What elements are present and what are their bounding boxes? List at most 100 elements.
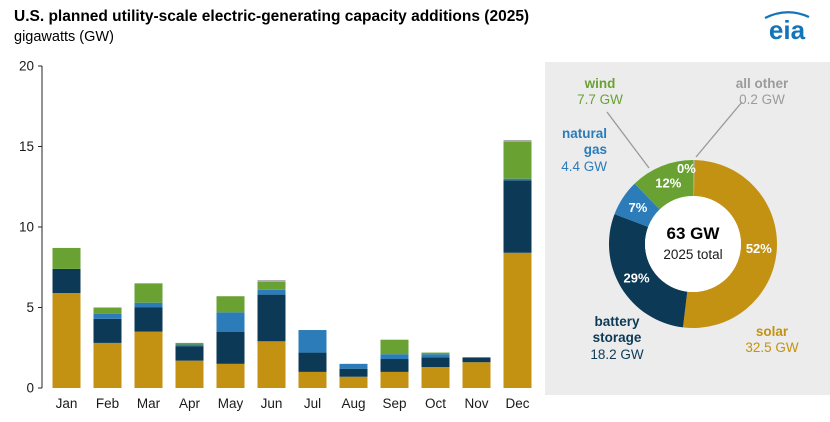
wind-label: wind 7.7 GW (555, 76, 645, 109)
bar-segment-all-other-Jun (257, 280, 286, 282)
donut-segment-solar (682, 160, 777, 328)
bar-segment-wind-Mar (134, 283, 163, 303)
bar-segment-wind-Jun (257, 281, 286, 290)
eia-logo-text: eia (769, 15, 806, 45)
bar-segment-natural-gas-May (216, 312, 245, 332)
x-axis-label-Jan: Jan (56, 396, 78, 411)
bar-segment-wind-Feb (93, 307, 122, 314)
solar-label: solar 32.5 GW (732, 324, 812, 357)
bar-segment-natural-gas-Jul (298, 330, 327, 353)
bar-segment-natural-gas-Apr (175, 344, 204, 347)
bar-segment-all-other-Dec (503, 140, 532, 142)
donut-center-total: 63 GW (666, 224, 720, 243)
bar-segment-battery-storage-Nov (462, 357, 491, 363)
y-axis-label: 20 (19, 59, 34, 74)
bar-segment-battery-storage-Jun (257, 294, 286, 342)
chart-title: U.S. planned utility-scale electric-gene… (14, 8, 530, 25)
donut-center-label: 63 GW 2025 total (633, 224, 753, 262)
bar-segment-wind-Jan (52, 247, 81, 269)
donut-pct-battery-storage: 29% (623, 271, 649, 286)
x-axis-label-Oct: Oct (425, 396, 446, 411)
donut-pct-natural-gas: 7% (629, 200, 648, 215)
natural-gas-label-value: 4.4 GW (561, 158, 607, 174)
bar-segment-solar-Jul (298, 371, 327, 388)
battery-storage-label-name: battery storage (592, 314, 642, 346)
bar-segment-battery-storage-Dec (503, 180, 532, 253)
x-axis-label-Dec: Dec (505, 396, 529, 411)
wind-label-value: 7.7 GW (577, 92, 623, 108)
x-axis-label-Jul: Jul (304, 396, 321, 411)
natural-gas-label-name: natural gas (561, 126, 607, 158)
bar-segment-battery-storage-Jul (298, 352, 327, 372)
monthly-additions-bar-chart: 0 5 10 15 20 Jan Feb Mar Apr May Jun Jul Aug Sep Oct No… (19, 59, 532, 411)
donut-segment-wind (634, 160, 693, 210)
donut-pct-solar: 52% (746, 241, 772, 256)
bar-segment-natural-gas-Sep (380, 354, 409, 360)
wind-label-name: wind (584, 76, 616, 91)
donut-segment-natural-gas (614, 183, 660, 227)
donut-segment-all-other (693, 160, 695, 197)
x-axis-label-Apr: Apr (179, 396, 201, 411)
all-other-label-value: 0.2 GW (739, 92, 785, 108)
fuel-mix-donut-chart: 0% 52% 29% 7% 12% (609, 160, 777, 328)
y-axis-label: 10 (19, 220, 34, 235)
battery-storage-label: battery storage 18.2 GW (575, 314, 659, 363)
donut-hole (645, 196, 741, 292)
bar-segment-battery-storage-Mar (134, 307, 163, 332)
bar-segment-solar-Apr (175, 360, 204, 388)
eia-logo-graphic: eia (764, 11, 810, 45)
bar-segment-natural-gas-Feb (93, 313, 122, 319)
bar-segment-wind-May (216, 296, 245, 313)
bar-segment-battery-storage-May (216, 331, 245, 364)
bar-segment-solar-Feb (93, 342, 122, 388)
bar-segment-wind-Oct (421, 352, 450, 355)
bar-segment-battery-storage-Sep (380, 359, 409, 372)
y-axis-label: 5 (26, 300, 34, 315)
bar-segment-solar-Dec (503, 252, 532, 388)
x-axis-label-Sep: Sep (382, 396, 406, 411)
x-axis-label-Aug: Aug (341, 396, 365, 411)
bar-segment-solar-Jan (52, 293, 81, 388)
bar-segment-battery-storage-Oct (421, 357, 450, 368)
solar-label-name: solar (755, 324, 789, 339)
donut-center-subtitle: 2025 total (663, 246, 723, 262)
bar-segment-battery-storage-Apr (175, 346, 204, 361)
bar-segment-battery-storage-Jan (52, 268, 81, 294)
bar-segment-natural-gas-Aug (339, 363, 368, 369)
eia-logo: eia (758, 6, 816, 53)
donut-pct-all-other: 0% (677, 161, 696, 176)
battery-storage-label-value: 18.2 GW (590, 346, 644, 362)
donut-panel: 0% 52% 29% 7% 12% wind 7.7 GW all other 0.2 … (545, 62, 830, 395)
x-axis-label-May: May (218, 396, 244, 411)
bar-segment-solar-Oct (421, 367, 450, 388)
y-axis-label: 15 (19, 139, 34, 154)
eia-logo-swoosh (764, 11, 810, 19)
bar-segment-solar-May (216, 363, 245, 388)
x-axis-label-Feb: Feb (96, 396, 119, 411)
bar-segment-solar-Sep (380, 371, 409, 388)
bar-segment-natural-gas-Oct (421, 354, 450, 358)
all-other-label-name: all other (735, 76, 789, 91)
chart-subtitle: gigawatts (GW) (14, 29, 114, 45)
bar-segment-natural-gas-Jun (257, 289, 286, 295)
y-axis-label: 0 (26, 381, 34, 396)
bar-segment-solar-Aug (339, 376, 368, 388)
donut-segment-battery-storage (609, 214, 688, 328)
x-axis-label-Nov: Nov (464, 396, 488, 411)
header: U.S. planned utility-scale electric-gene… (14, 8, 529, 45)
bar-segment-wind-Apr (175, 342, 204, 345)
bar-segment-wind-Sep (380, 339, 409, 355)
natural-gas-label: natural gas 4.4 GW (547, 126, 607, 175)
bar-segment-solar-Mar (134, 331, 163, 388)
bar-segment-natural-gas-Dec (503, 178, 532, 181)
bar-segment-battery-storage-Aug (339, 368, 368, 377)
all-other-label: all other 0.2 GW (715, 76, 809, 109)
bar-segment-natural-gas-Mar (134, 302, 163, 308)
bar-segment-solar-Jun (257, 341, 286, 388)
bar-segment-solar-Nov (462, 362, 491, 388)
bar-segment-battery-storage-Feb (93, 318, 122, 343)
donut-pct-wind: 12% (655, 175, 681, 190)
x-axis-label-Jun: Jun (261, 396, 283, 411)
x-axis-label-Mar: Mar (137, 396, 161, 411)
